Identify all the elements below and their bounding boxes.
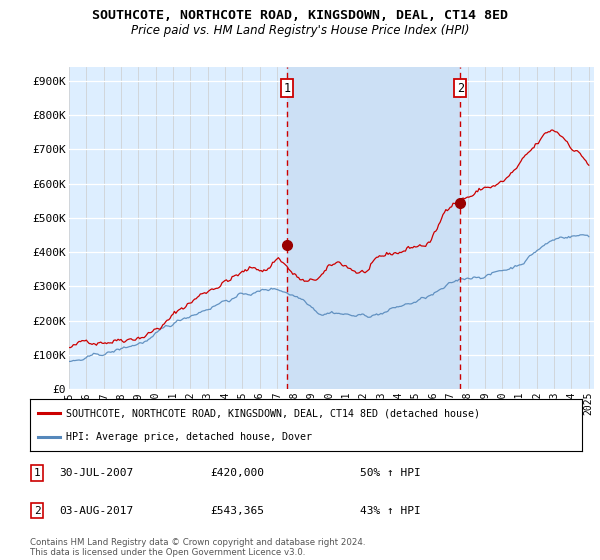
Text: £420,000: £420,000 bbox=[210, 468, 264, 478]
Text: SOUTHCOTE, NORTHCOTE ROAD, KINGSDOWN, DEAL, CT14 8ED: SOUTHCOTE, NORTHCOTE ROAD, KINGSDOWN, DE… bbox=[92, 9, 508, 22]
Text: 1: 1 bbox=[34, 468, 41, 478]
Bar bbox=[287, 67, 460, 389]
Text: 43% ↑ HPI: 43% ↑ HPI bbox=[360, 506, 421, 516]
Text: SOUTHCOTE, NORTHCOTE ROAD, KINGSDOWN, DEAL, CT14 8ED (detached house): SOUTHCOTE, NORTHCOTE ROAD, KINGSDOWN, DE… bbox=[66, 408, 480, 418]
Text: 03-AUG-2017: 03-AUG-2017 bbox=[59, 506, 133, 516]
Text: HPI: Average price, detached house, Dover: HPI: Average price, detached house, Dove… bbox=[66, 432, 312, 442]
Text: Price paid vs. HM Land Registry's House Price Index (HPI): Price paid vs. HM Land Registry's House … bbox=[131, 24, 469, 37]
Text: 2: 2 bbox=[457, 82, 464, 95]
Text: 50% ↑ HPI: 50% ↑ HPI bbox=[360, 468, 421, 478]
Text: 2: 2 bbox=[34, 506, 41, 516]
Text: £543,365: £543,365 bbox=[210, 506, 264, 516]
Text: 30-JUL-2007: 30-JUL-2007 bbox=[59, 468, 133, 478]
Text: Contains HM Land Registry data © Crown copyright and database right 2024.
This d: Contains HM Land Registry data © Crown c… bbox=[30, 538, 365, 557]
Text: 1: 1 bbox=[283, 82, 290, 95]
